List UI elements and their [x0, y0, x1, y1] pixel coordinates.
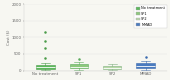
PathPatch shape — [103, 66, 121, 69]
Y-axis label: Cost ($): Cost ($) — [6, 30, 10, 45]
PathPatch shape — [136, 63, 155, 68]
Legend: No treatment, SP1, SP2, MMAD: No treatment, SP1, SP2, MMAD — [134, 5, 167, 28]
PathPatch shape — [70, 64, 88, 68]
PathPatch shape — [36, 65, 55, 69]
